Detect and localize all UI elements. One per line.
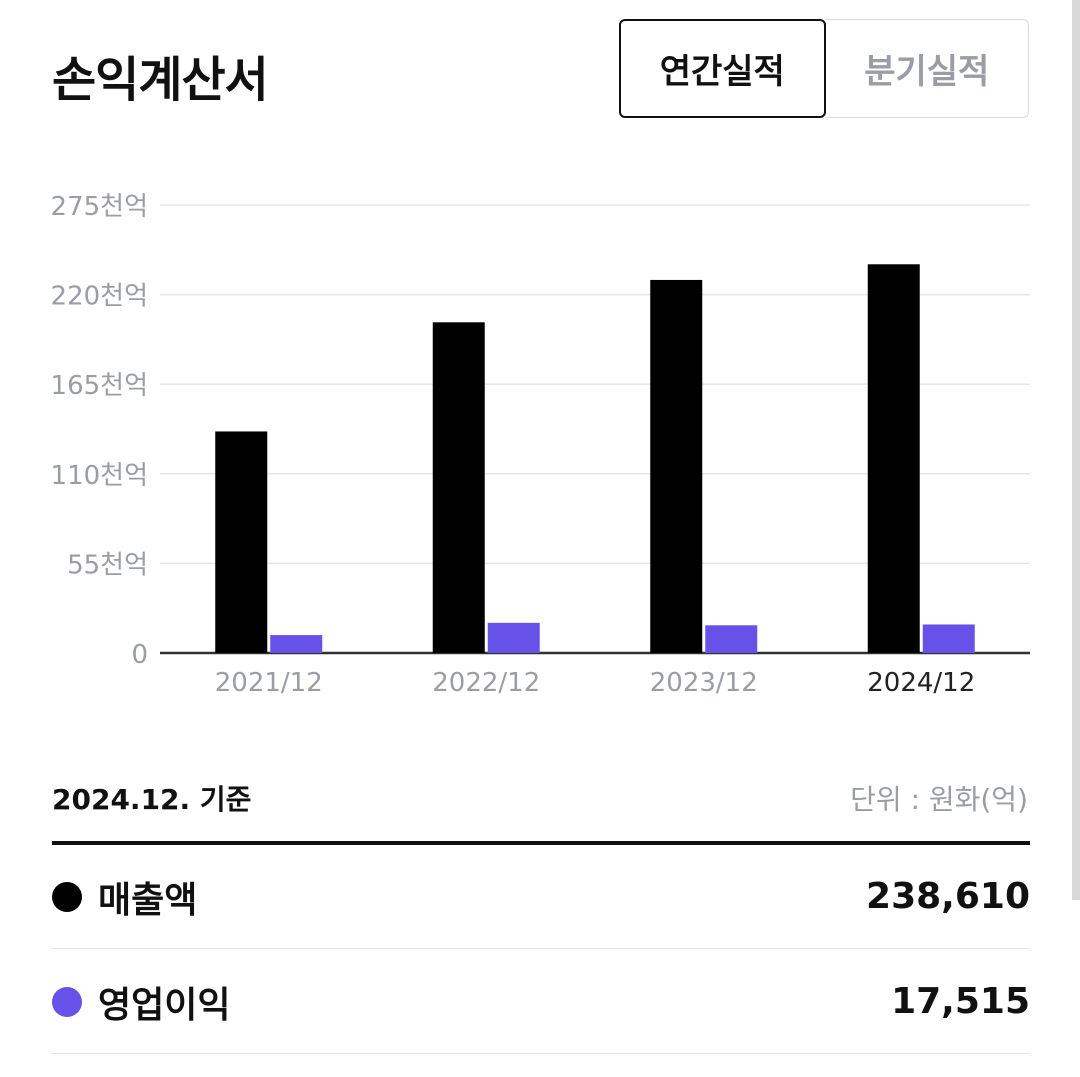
y-tick-label: 220천억	[51, 282, 148, 312]
y-tick-label: 0	[131, 640, 148, 670]
y-tick-label: 165천억	[51, 371, 148, 401]
revenue-label: 매출액	[98, 879, 198, 921]
operating-income-bar	[922, 624, 975, 653]
basis-date: 2024.12. 기준	[52, 783, 252, 816]
tab-annual[interactable]: 연간실적	[619, 19, 826, 118]
operating-income-label: 영업이익	[98, 984, 231, 1026]
operating-income-bar	[270, 635, 323, 653]
operating-income-value: 17,515	[891, 981, 1030, 1022]
income-bar-chart: 0 55천억 110천억 165천억 220천억 275천억 2021/12 2022/12 2…	[51, 192, 1030, 698]
table-divider	[52, 841, 1030, 845]
summary-row-operating-income: 영업이익 17,515	[52, 950, 1030, 1054]
summary-row-revenue: 매출액 238,610	[52, 845, 1030, 949]
operating-income-bar	[487, 622, 540, 653]
scrollbar[interactable]	[1072, 0, 1080, 900]
page-title: 손익계산서	[52, 52, 269, 108]
tab-quarterly[interactable]: 분기실적	[825, 19, 1029, 118]
x-tick-label: 2023/12	[650, 668, 758, 698]
revenue-value: 238,610	[866, 876, 1030, 917]
x-tick-label: 2022/12	[432, 668, 540, 698]
revenue-bar	[650, 279, 703, 653]
y-tick-label: 110천억	[51, 461, 148, 491]
y-tick-label: 275천억	[51, 192, 148, 222]
revenue-bar	[867, 264, 920, 653]
period-toggle: 연간실적 분기실적	[619, 19, 1029, 118]
x-tick-label: 2024/12	[867, 668, 975, 698]
revenue-bar	[432, 322, 485, 653]
x-tick-label: 2021/12	[215, 668, 323, 698]
revenue-legend-dot	[52, 881, 82, 912]
revenue-bar	[215, 431, 268, 653]
unit-note: 단위 : 원화(억)	[850, 783, 1028, 816]
operating-income-bar	[705, 625, 758, 653]
y-tick-label: 55천억	[67, 550, 148, 580]
operating-income-legend-dot	[52, 986, 82, 1017]
